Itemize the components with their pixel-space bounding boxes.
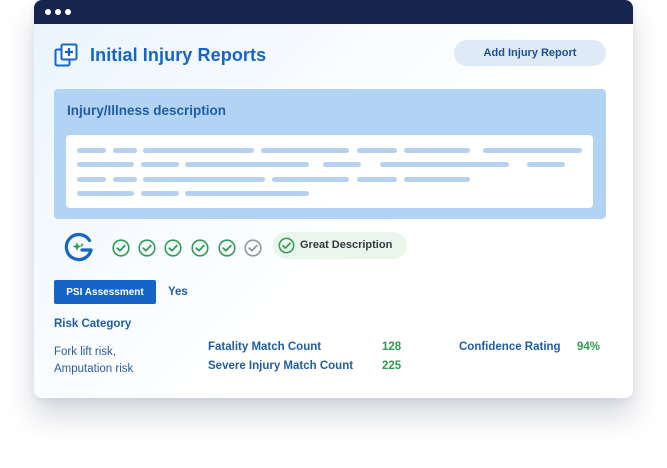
description-textbox[interactable] — [66, 135, 593, 208]
check-circle-icon — [191, 239, 209, 257]
text-placeholder-line — [483, 148, 582, 153]
text-placeholder-line — [77, 148, 106, 153]
severe-injury-match-label: Severe Injury Match Count — [208, 360, 354, 372]
description-panel: Injury/Illness description — [54, 89, 606, 219]
risk-category-value: Fork lift risk, Amputation risk — [54, 344, 174, 378]
text-placeholder-line — [77, 177, 106, 182]
text-placeholder-line — [141, 191, 179, 196]
text-placeholder-line — [77, 191, 134, 196]
text-placeholder-line — [143, 177, 265, 182]
psi-assessment-value: Yes — [168, 286, 188, 298]
window-dot[interactable] — [65, 9, 71, 15]
app-window: Initial Injury Reports Add Injury Report… — [34, 0, 633, 398]
risk-value-line: Fork lift risk, — [54, 346, 116, 358]
severe-injury-match-value: 225 — [382, 360, 402, 372]
text-placeholder-line — [272, 177, 349, 182]
badge-label: Great Description — [300, 239, 393, 251]
text-placeholder-line — [185, 162, 309, 167]
window-dot[interactable] — [55, 9, 61, 15]
window-titlebar — [34, 0, 633, 24]
text-placeholder-line — [357, 148, 397, 153]
risk-value-line: Amputation risk — [54, 363, 134, 375]
confidence-rating-value: 94% — [577, 341, 601, 353]
check-circle-pending-icon — [244, 239, 262, 257]
check-circle-icon — [218, 239, 236, 257]
page-title: Initial Injury Reports — [90, 45, 267, 65]
text-placeholder-line — [113, 177, 137, 182]
confidence-rating-label: Confidence Rating — [459, 341, 561, 353]
text-placeholder-line — [527, 162, 565, 167]
text-placeholder-line — [261, 148, 349, 153]
text-placeholder-line — [323, 162, 361, 167]
text-placeholder-line — [484, 162, 509, 167]
check-circle-icon — [138, 239, 156, 257]
risk-category-label: Risk Category — [54, 318, 132, 330]
description-title: Injury/Illness description — [67, 103, 227, 118]
text-placeholder-line — [113, 148, 137, 153]
text-placeholder-line — [141, 162, 179, 167]
text-placeholder-line — [77, 162, 134, 167]
window-dot[interactable] — [45, 9, 51, 15]
fatality-match-value: 128 — [382, 341, 402, 353]
check-circle-icon — [112, 239, 130, 257]
text-placeholder-line — [357, 177, 397, 182]
sparkle-g-logo-icon — [64, 233, 93, 262]
text-placeholder-line — [185, 191, 309, 196]
add-document-icon — [54, 43, 78, 67]
text-placeholder-line — [380, 162, 497, 167]
text-placeholder-line — [404, 148, 470, 153]
check-circle-icon — [164, 239, 182, 257]
check-circle-icon — [278, 237, 295, 254]
great-description-badge: Great Description — [273, 232, 407, 259]
text-placeholder-line — [404, 177, 470, 182]
text-placeholder-line — [143, 148, 254, 153]
psi-assessment-button[interactable]: PSI Assessment — [54, 280, 156, 304]
fatality-match-label: Fatality Match Count — [208, 341, 322, 353]
add-injury-report-button[interactable]: Add Injury Report — [454, 40, 606, 66]
